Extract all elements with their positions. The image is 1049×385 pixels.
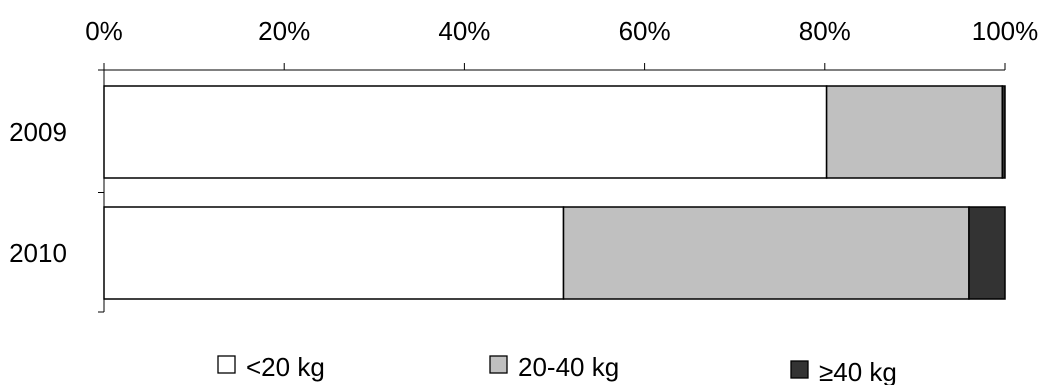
x-tick-label: 100% xyxy=(972,16,1039,46)
bar-2009-1 xyxy=(825,85,1004,179)
bar-2010-0 xyxy=(103,206,565,300)
legend-label-2: ≥40 kg xyxy=(819,357,897,385)
legend: <20 kg 20-40 kg ≥40 kg xyxy=(217,352,897,385)
x-axis: 0% 20% 40% 60% 80% 100% xyxy=(85,16,1039,71)
bar-2009-2 xyxy=(1001,85,1006,179)
legend-label-1: 20-40 kg xyxy=(518,352,619,382)
legend-swatch-1 xyxy=(489,355,508,374)
x-tick-label: 0% xyxy=(85,16,123,46)
bar-2010-1 xyxy=(562,206,970,300)
legend-swatch-0 xyxy=(217,355,236,374)
category-label: 2010 xyxy=(9,238,67,268)
x-tick-label: 80% xyxy=(799,16,851,46)
legend-swatch-2 xyxy=(790,360,809,379)
category-label: 2009 xyxy=(9,117,67,147)
category-labels: 2009 2010 xyxy=(9,117,67,268)
x-tick-label: 60% xyxy=(619,16,671,46)
bar-2009-0 xyxy=(103,85,828,179)
x-tick-label: 20% xyxy=(258,16,310,46)
legend-label-0: <20 kg xyxy=(246,352,325,382)
x-tick-label: 40% xyxy=(438,16,490,46)
bar-2010-2 xyxy=(968,206,1006,300)
y-axis xyxy=(98,69,105,313)
bars xyxy=(103,85,1006,300)
